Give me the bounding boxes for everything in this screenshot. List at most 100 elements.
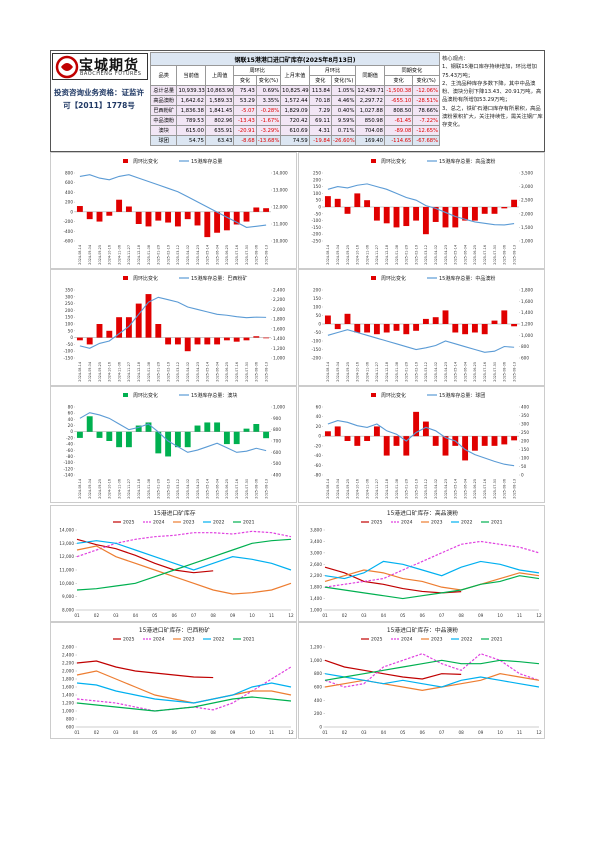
- data-row: 中品澳粉 789.53 802.96 -13.43 -1.67% 720.42 69.11 9…: [149, 115, 440, 126]
- bar: [364, 436, 371, 441]
- x-tick-label: 07: [191, 613, 197, 618]
- x-tick-label: 2024-09-04: [88, 245, 92, 265]
- value-cell: 63.43: [204, 135, 235, 146]
- bar: [135, 303, 142, 338]
- value-cell: 720.42: [280, 115, 310, 126]
- value-cell: 9.59%: [330, 115, 357, 126]
- x-tick-label: 2024-12-18: [385, 245, 389, 265]
- x-tick-label: 2024-09-25: [346, 479, 350, 499]
- chart: 15港进口矿库存 8,000 9,000 10,000 11,000 12,000 13,0…: [59, 509, 294, 618]
- bar: [174, 431, 181, 448]
- value-cell: -0.28%: [255, 105, 282, 116]
- y-tick-label: 3,400: [310, 539, 322, 544]
- y-tick-label: 3,800: [310, 528, 322, 533]
- value-cell: 1,836.38: [176, 105, 206, 116]
- x-tick-label: 06: [172, 613, 178, 618]
- legend-label: 2025: [123, 637, 135, 643]
- x-tick-label: 2025-03-12: [176, 245, 180, 265]
- legend-label: 2023: [431, 520, 443, 526]
- x-tick-label: 2024-10-16: [108, 479, 112, 499]
- bar: [184, 211, 191, 220]
- x-tick-label: 08: [211, 730, 217, 735]
- bar: [116, 317, 123, 338]
- value-cell: -19.84: [308, 135, 333, 146]
- value-cell: 850.98: [355, 115, 385, 126]
- bar: [452, 207, 459, 228]
- bar: [223, 337, 230, 341]
- x-tick-label: 2025-07-30: [493, 479, 497, 499]
- bar: [243, 211, 250, 222]
- y2-tick-label: 1,800: [273, 317, 285, 322]
- value-cell: 1,589.33: [204, 95, 235, 106]
- x-tick-label: 2025-06-25: [473, 362, 477, 382]
- y-tick-label: -200: [63, 219, 73, 224]
- bar: [135, 425, 142, 432]
- y-tick-label: 3,000: [310, 550, 322, 555]
- value-cell: 635.91: [204, 125, 235, 136]
- value-cell: 808.50: [383, 105, 414, 116]
- x-tick-label: 2024-11-06: [365, 362, 369, 382]
- chart: -200 -150 -100 -50 0 50 100 150 200 600 800 1,000 1,…: [311, 275, 533, 382]
- bar: [125, 431, 132, 448]
- y-tick-label: 150: [65, 315, 73, 320]
- x-tick-label: 2025-06-25: [473, 479, 477, 499]
- y2-tick-label: 2,200: [273, 297, 285, 302]
- y-tick-label: 13,000: [59, 541, 74, 546]
- inventory-table: 钢联15港港口进口矿库存(2025年8月13日) 品类 当前值 上周值 周环比 上月末值月…: [149, 52, 441, 146]
- y-tick-label: 250: [65, 301, 73, 306]
- x-tick-label: 08: [211, 613, 217, 618]
- chart-title: 15港进口矿库存: [153, 509, 195, 517]
- x-tick-label: 06: [420, 730, 426, 735]
- y2-tick-label: 1,600: [521, 299, 533, 304]
- y2-tick-label: 350: [521, 413, 529, 418]
- x-tick-label: 2025-02-19: [414, 245, 418, 265]
- legend-label: 2023: [431, 637, 443, 643]
- x-tick-label: 12: [288, 613, 294, 618]
- x-tick-label: 2024-11-06: [365, 245, 369, 265]
- x-tick-label: 2025-03-12: [424, 245, 428, 265]
- y2-tick-label: 1,800: [521, 288, 533, 293]
- bar: [334, 198, 341, 207]
- x-tick-label: 2024-08-14: [78, 245, 82, 265]
- y2-tick-label: 13,000: [273, 188, 288, 193]
- y-tick-label: 100: [65, 322, 73, 327]
- subheader-cell: 变化(%): [330, 75, 357, 86]
- value-cell: 789.53: [176, 115, 206, 126]
- x-tick-label: 2025-04-23: [444, 245, 448, 265]
- bar: [233, 431, 240, 445]
- bar: [263, 431, 270, 439]
- subheader-cell: 变化: [308, 75, 333, 86]
- value-cell: -13.43: [233, 115, 257, 126]
- line: [76, 660, 214, 679]
- x-tick-label: 03: [113, 613, 119, 618]
- y-tick-label: 400: [65, 190, 73, 195]
- y-tick-label: 1,200: [310, 645, 322, 650]
- x-tick-label: 2025-01-29: [157, 362, 161, 382]
- y-tick-label: 1,800: [62, 677, 74, 682]
- chart: 15港进口矿库存：高品澳粉 1,000 1,400 1,800 2,200 2,600 3,…: [310, 509, 542, 618]
- value-cell: 4.46%: [330, 95, 357, 106]
- y2-tick-label: 2,500: [521, 198, 533, 203]
- bar: [324, 196, 331, 207]
- x-tick-label: 2025-06-25: [473, 245, 477, 265]
- line: [324, 560, 540, 580]
- value-cell: 0.69%: [255, 85, 282, 96]
- bar: [334, 426, 341, 437]
- title-row: 钢联15港港口进口矿库存(2025年8月13日): [150, 52, 440, 66]
- y-tick-label: -150: [63, 356, 73, 361]
- x-tick-label: 09: [230, 613, 236, 618]
- y-tick-label: 80: [68, 405, 74, 410]
- y-tick-label: 100: [313, 305, 321, 310]
- header-cell: 周环比: [233, 65, 282, 76]
- bar: [432, 317, 439, 324]
- x-tick-label: 02: [94, 730, 100, 735]
- bar: [471, 436, 478, 451]
- y-tick-label: 9,000: [62, 594, 74, 599]
- x-tick-label: 2025-01-29: [157, 245, 161, 265]
- x-tick-label: 04: [381, 730, 387, 735]
- x-tick-label: 04: [133, 613, 139, 618]
- chart-box: -200 -150 -100 -50 0 50 100 150 200 600 800 1,000 1,…: [298, 269, 545, 386]
- y2-tick-label: 2,000: [273, 307, 285, 312]
- x-tick-label: 2024-10-16: [356, 245, 360, 265]
